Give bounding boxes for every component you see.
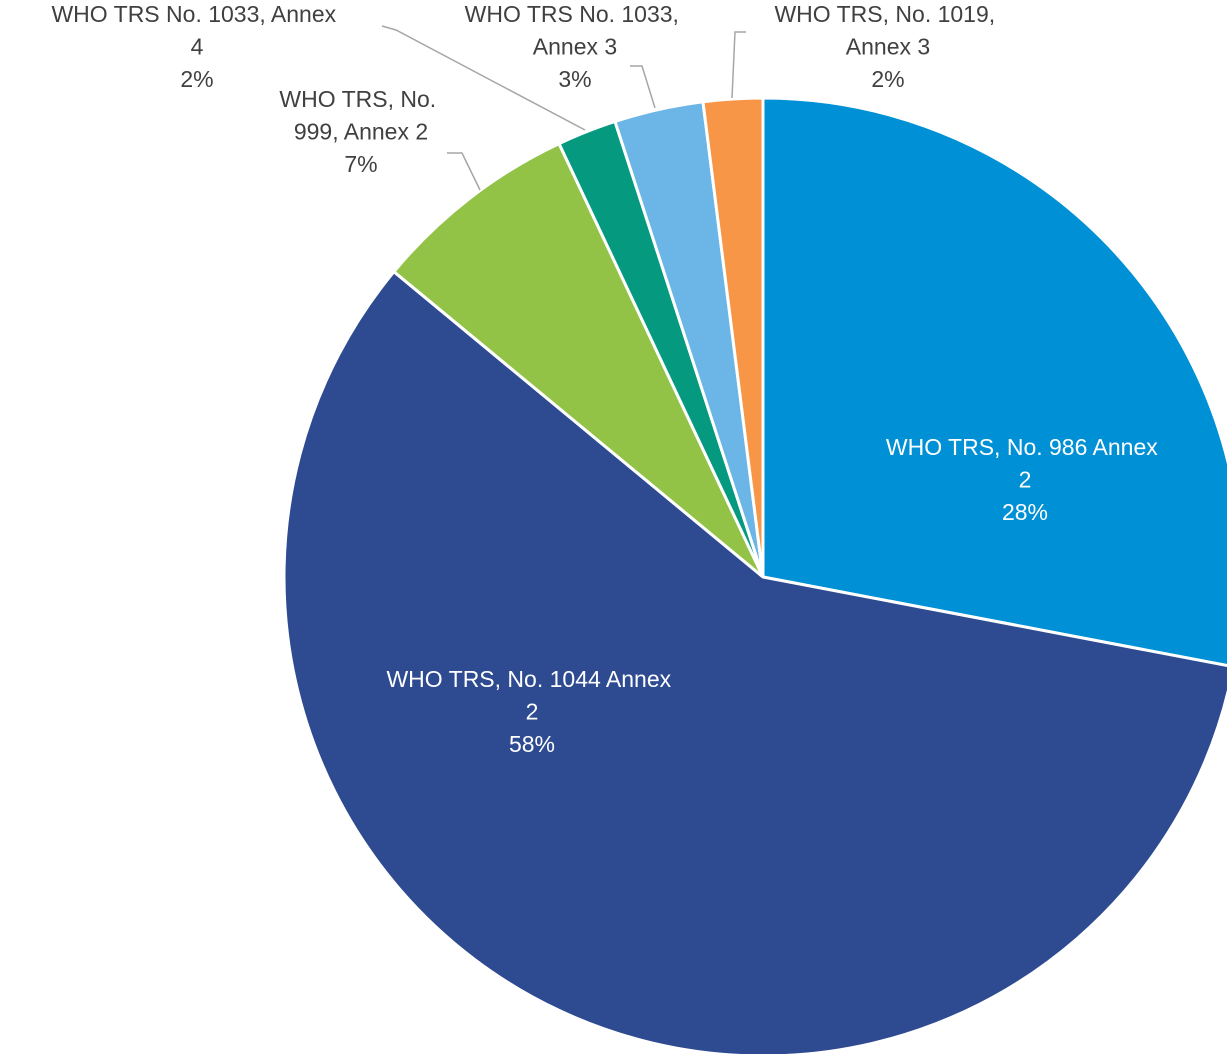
labels: WHO TRS, No. 986 Annex 2 28% WHO TRS, No. … (51, 1, 1164, 757)
slices (282, 96, 1227, 1054)
category-label: WHO TRS No. 1033, Annex 3 (465, 1, 686, 60)
leader-line (630, 65, 656, 109)
value-label: 2% (180, 66, 213, 92)
pie-slice (761, 96, 1227, 668)
label-line: 2 (526, 699, 539, 725)
leader-lines (381, 25, 746, 191)
label-line: WHO TRS No. 1033, (465, 1, 686, 27)
leader-line (381, 25, 586, 131)
label-line: WHO TRS, No. 1019, (774, 1, 1001, 27)
label-line: WHO TRS No. 1033, Annex (51, 1, 342, 27)
category-label: WHO TRS, No. 1019, Annex 3 (774, 1, 1001, 60)
value-label: 28% (1002, 499, 1048, 525)
value-label: 3% (558, 66, 591, 92)
label-line: WHO TRS, No. 986 Annex (886, 434, 1164, 460)
category-label: WHO TRS, No. 1044 Annex 2 (386, 666, 677, 725)
label-line: 999, Annex 2 (294, 119, 428, 145)
value-label: 58% (509, 731, 555, 757)
pie-slice (391, 141, 765, 579)
leader-line (731, 31, 746, 99)
label-line: Annex 3 (846, 34, 930, 60)
label-line: 2 (1019, 467, 1032, 493)
leader-line (447, 152, 481, 191)
label-line: 4 (191, 34, 204, 60)
value-label: 2% (871, 66, 904, 92)
category-label: WHO TRS, No. 986 Annex 2 (886, 434, 1164, 493)
pie-slice (282, 269, 1227, 1054)
category-label: WHO TRS No. 1033, Annex 4 (51, 1, 342, 60)
label-line: WHO TRS, No. 1044 Annex (386, 666, 677, 692)
category-label: WHO TRS, No. 999, Annex 2 (279, 86, 442, 145)
pie-slice (701, 96, 765, 578)
label-line: Annex 3 (533, 34, 617, 60)
value-label: 7% (344, 151, 377, 177)
label-line: WHO TRS, No. (279, 86, 442, 112)
